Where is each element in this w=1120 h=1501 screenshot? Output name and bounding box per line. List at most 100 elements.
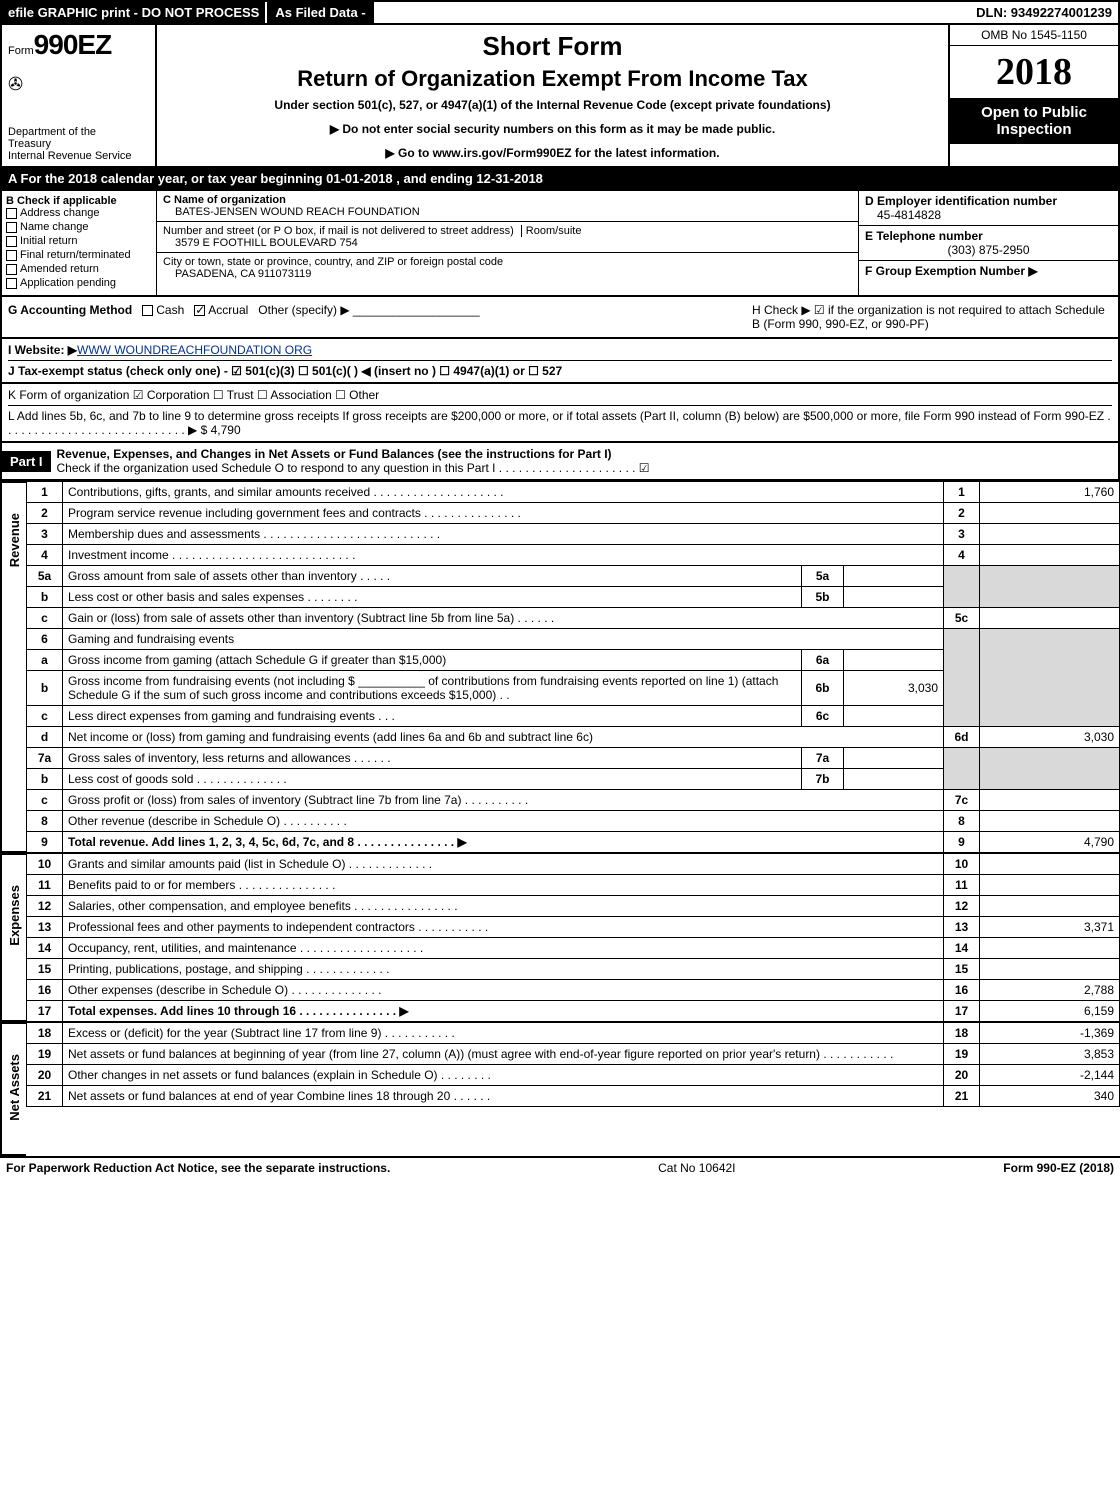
line-4-desc: Investment income . . . . . . . . . . . … xyxy=(63,545,944,566)
g-label: G Accounting Method xyxy=(8,303,132,317)
chk-initial-return[interactable] xyxy=(6,236,17,247)
line-10-desc: Grants and similar amounts paid (list in… xyxy=(63,854,944,875)
chk-amended[interactable] xyxy=(6,264,17,275)
line-9-desc: Total revenue. Add lines 1, 2, 3, 4, 5c,… xyxy=(63,832,944,853)
irs-logo-icon: ✇ xyxy=(8,74,149,95)
line-4-rnum: 4 xyxy=(944,545,980,566)
line-5a-innum: 5a xyxy=(802,566,844,587)
line-10-num: 10 xyxy=(27,854,63,875)
shade-6 xyxy=(944,629,980,727)
netassets-table: 18Excess or (deficit) for the year (Subt… xyxy=(26,1022,1120,1107)
asfiled-label: As Filed Data - xyxy=(265,2,373,23)
line-8-rnum: 8 xyxy=(944,811,980,832)
line-8-val xyxy=(980,811,1120,832)
line-13-desc: Professional fees and other payments to … xyxy=(63,917,944,938)
lbl-initial-return: Initial return xyxy=(20,235,77,247)
line-6b-inval: 3,030 xyxy=(844,671,944,706)
line-7c-rnum: 7c xyxy=(944,790,980,811)
shade-6v xyxy=(980,629,1120,727)
line-21-num: 21 xyxy=(27,1086,63,1107)
line-12-desc: Salaries, other compensation, and employ… xyxy=(63,896,944,917)
lbl-final-return: Final return/terminated xyxy=(20,249,131,261)
org-info-block: B Check if applicable Address change Nam… xyxy=(0,191,1120,297)
chk-final-return[interactable] xyxy=(6,250,17,261)
website-link[interactable]: WWW WOUNDREACHFOUNDATION ORG xyxy=(77,343,312,357)
section-c: C Name of organization BATES-JENSEN WOUN… xyxy=(157,191,858,295)
chk-name-change[interactable] xyxy=(6,222,17,233)
line-7c-num: c xyxy=(27,790,63,811)
line-2-rnum: 2 xyxy=(944,503,980,524)
line-6c-inval xyxy=(844,706,944,727)
line-8-num: 8 xyxy=(27,811,63,832)
row-a: A For the 2018 calendar year, or tax yea… xyxy=(0,168,1120,191)
org-name: BATES-JENSEN WOUND REACH FOUNDATION xyxy=(163,206,852,218)
line-7c-val xyxy=(980,790,1120,811)
line-3-num: 3 xyxy=(27,524,63,545)
line-15-num: 15 xyxy=(27,959,63,980)
line-14-num: 14 xyxy=(27,938,63,959)
shade-5 xyxy=(944,566,980,608)
line-20-num: 20 xyxy=(27,1065,63,1086)
part-i-header: Part I Revenue, Expenses, and Changes in… xyxy=(0,443,1120,481)
section-b: B Check if applicable Address change Nam… xyxy=(2,191,157,295)
line-6d-val: 3,030 xyxy=(980,727,1120,748)
section-ij: I Website: ▶WWW WOUNDREACHFOUNDATION ORG… xyxy=(0,339,1120,384)
short-form-label: Short Form xyxy=(163,31,942,62)
street-label: Number and street (or P O box, if mail i… xyxy=(163,225,514,237)
shade-7 xyxy=(944,748,980,790)
line-6a-desc: Gross income from gaming (attach Schedul… xyxy=(63,650,802,671)
line-6-desc: Gaming and fundraising events xyxy=(63,629,944,650)
line-16-val: 2,788 xyxy=(980,980,1120,1001)
c-label: C Name of organization xyxy=(163,194,852,206)
shade-7v xyxy=(980,748,1120,790)
chk-accrual[interactable] xyxy=(194,305,205,316)
lbl-cash: Cash xyxy=(156,303,184,317)
phone-value: (303) 875-2950 xyxy=(865,243,1112,257)
line-3-val xyxy=(980,524,1120,545)
e-label: E Telephone number xyxy=(865,229,1112,243)
form-title: Return of Organization Exempt From Incom… xyxy=(163,66,942,92)
line-14-val xyxy=(980,938,1120,959)
line-5c-val xyxy=(980,608,1120,629)
line-18-desc: Excess or (deficit) for the year (Subtra… xyxy=(63,1023,944,1044)
line-20-val: -2,144 xyxy=(980,1065,1120,1086)
line-6a-num: a xyxy=(27,650,63,671)
instruction-line2: ▶ Go to www.irs.gov/Form990EZ for the la… xyxy=(163,146,942,160)
omb-number: OMB No 1545-1150 xyxy=(950,25,1118,46)
line-3-desc: Membership dues and assessments . . . . … xyxy=(63,524,944,545)
ein-value: 45-4814828 xyxy=(865,208,1112,222)
line-6b-desc: Gross income from fundraising events (no… xyxy=(63,671,802,706)
expenses-sidelabel: Expenses xyxy=(0,853,26,1022)
line-1-num: 1 xyxy=(27,482,63,503)
line-5c-num: c xyxy=(27,608,63,629)
line-9-val: 4,790 xyxy=(980,832,1120,853)
line-1-val: 1,760 xyxy=(980,482,1120,503)
shade-5v xyxy=(980,566,1120,608)
footer-mid: Cat No 10642I xyxy=(658,1161,735,1175)
line-17-val: 6,159 xyxy=(980,1001,1120,1022)
l-label: L Add lines 5b, 6c, and 7b to line 9 to … xyxy=(8,409,1112,437)
line-19-num: 19 xyxy=(27,1044,63,1065)
line-7a-num: 7a xyxy=(27,748,63,769)
line-5b-inval xyxy=(844,587,944,608)
line-5a-inval xyxy=(844,566,944,587)
city-label: City or town, state or province, country… xyxy=(163,256,852,268)
line-15-desc: Printing, publications, postage, and shi… xyxy=(63,959,944,980)
line-6c-num: c xyxy=(27,706,63,727)
line-7b-innum: 7b xyxy=(802,769,844,790)
line-21-rnum: 21 xyxy=(944,1086,980,1107)
form-meta-block: OMB No 1545-1150 2018 Open to Public Ins… xyxy=(948,25,1118,166)
part-i-badge: Part I xyxy=(2,451,51,472)
chk-pending[interactable] xyxy=(6,278,17,289)
line-4-num: 4 xyxy=(27,545,63,566)
line-7b-num: b xyxy=(27,769,63,790)
line-11-rnum: 11 xyxy=(944,875,980,896)
line-13-rnum: 13 xyxy=(944,917,980,938)
efile-label: efile GRAPHIC print - DO NOT PROCESS xyxy=(2,2,265,23)
line-21-desc: Net assets or fund balances at end of ye… xyxy=(63,1086,944,1107)
line-6a-inval xyxy=(844,650,944,671)
chk-cash[interactable] xyxy=(142,305,153,316)
line-7c-desc: Gross profit or (loss) from sales of inv… xyxy=(63,790,944,811)
chk-address-change[interactable] xyxy=(6,208,17,219)
footer-left: For Paperwork Reduction Act Notice, see … xyxy=(6,1161,390,1175)
